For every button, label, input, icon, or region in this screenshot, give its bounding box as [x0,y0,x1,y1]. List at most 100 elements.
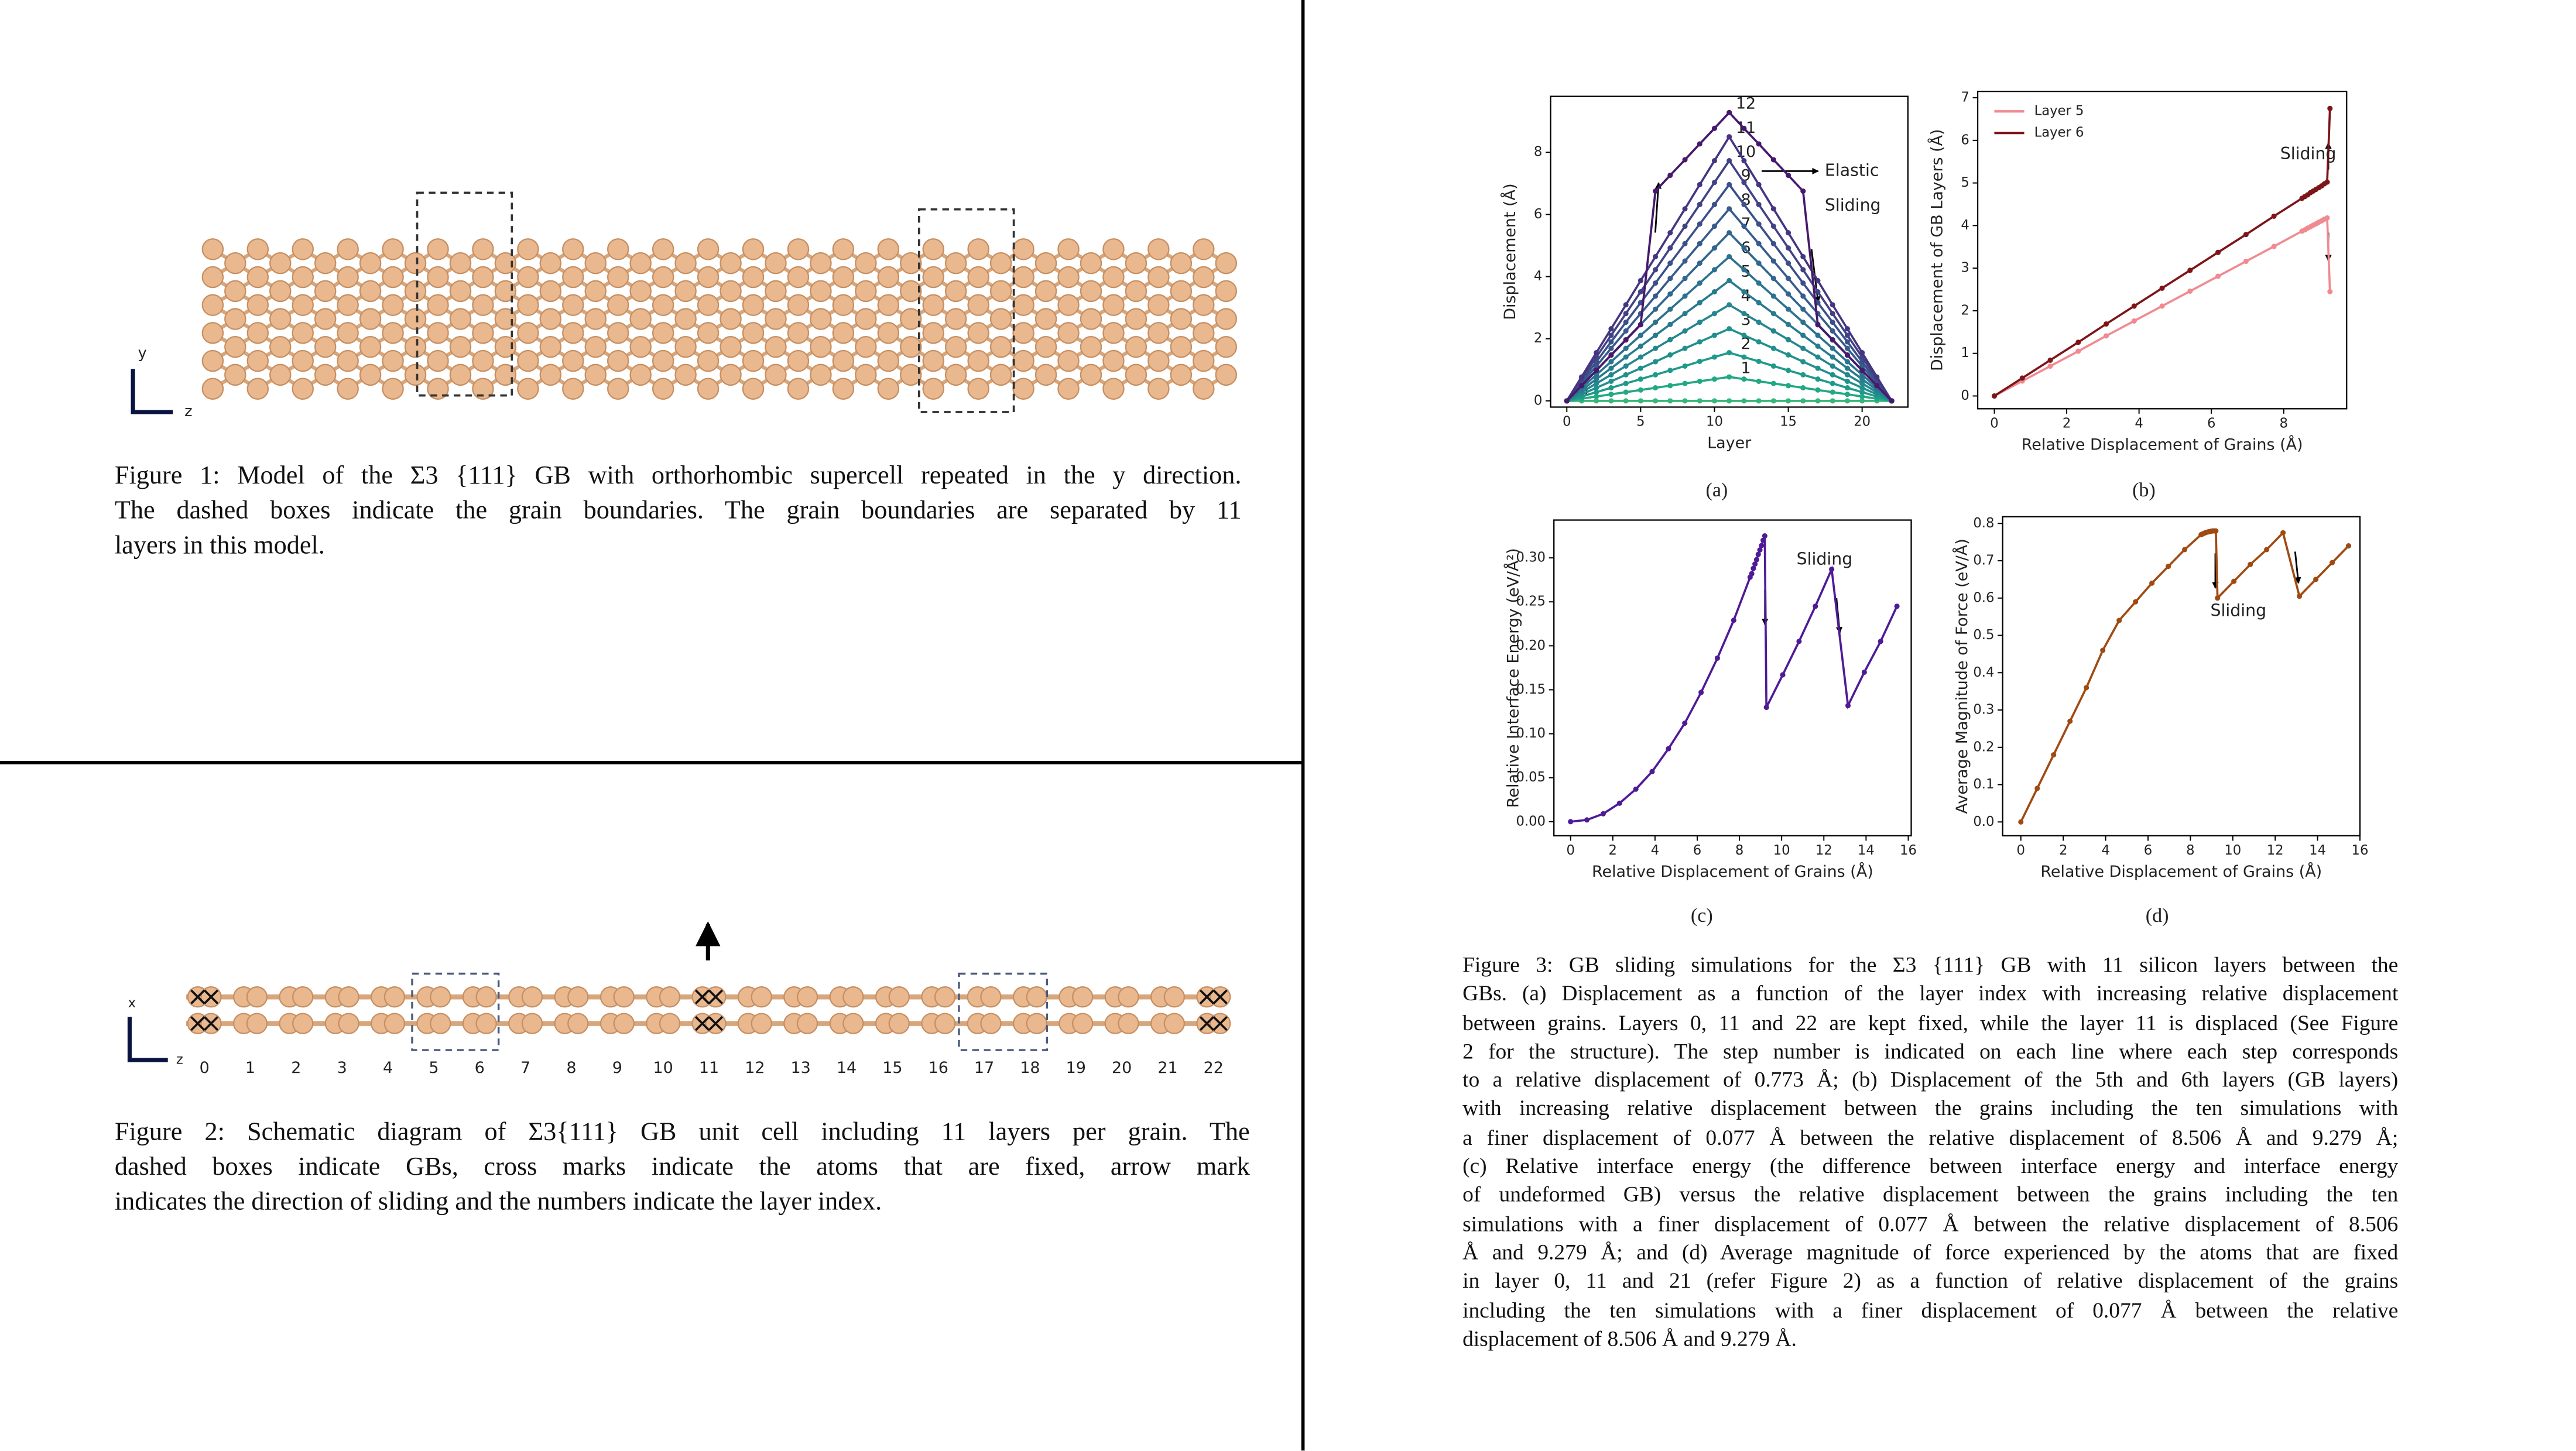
y-tick-label: 0.5 [1973,627,1994,643]
atom [1102,266,1125,289]
atom [1193,294,1215,316]
data-point [1844,392,1850,397]
atom [246,322,269,344]
atom [697,378,720,400]
atom [877,266,900,289]
data-point [1682,380,1688,386]
atom [382,349,404,372]
data-point [1697,241,1703,246]
atom [980,986,1002,1008]
atom [359,252,382,275]
data-point [1800,359,1806,365]
data-point [2187,267,2193,273]
atom [613,1013,635,1034]
atom [269,280,292,303]
x-tick-label: 15 [1780,414,1797,430]
atom [900,280,922,303]
y-tick-label: 2 [1961,303,1969,318]
atom [765,280,787,303]
atom [562,322,584,344]
data-point [1711,223,1717,229]
atom [922,322,944,344]
data-point [1578,374,1585,380]
atom [967,266,989,289]
data-point [1844,352,1850,358]
data-point [1623,345,1629,351]
data-point [1711,398,1717,404]
atom [472,322,494,344]
data-point [1697,300,1703,306]
lattice [201,238,1237,400]
data-point [1786,276,1791,282]
annotation: Sliding [1825,195,1881,215]
data-point [2271,213,2277,219]
layer-label: 18 [1020,1059,1040,1077]
axes-frame [1553,519,1912,837]
atom [224,252,246,275]
data-point [1800,254,1806,260]
atom [292,238,314,260]
data-point [1667,306,1673,312]
atom [765,363,787,386]
x-tick-label: 2 [2063,416,2071,431]
atom [810,335,832,358]
atom [382,294,404,316]
atom [1147,378,1170,400]
data-point [1844,378,1850,384]
data-point [1815,387,1821,393]
x-tick-label: 5 [1636,414,1645,430]
atom [1102,349,1125,372]
data-point [1741,354,1747,360]
atom [877,238,900,260]
layer-label: 8 [566,1059,576,1077]
data-point [2215,249,2221,255]
data-point [1830,328,1835,334]
atom [720,363,742,386]
data-point [2187,288,2193,294]
layer-label: 0 [200,1059,210,1077]
caption-line: GBs. (a) Displacement as a function of t… [1462,980,2399,1006]
data-point [1697,378,1703,384]
data-point [1714,655,1721,661]
atom [1102,294,1125,316]
atom [449,252,472,275]
data-point [1727,134,1732,140]
atom [674,308,697,330]
x-tick-label: 16 [2352,843,2369,858]
atom [1215,252,1237,275]
atom [720,252,742,275]
data-point [1667,337,1673,342]
atom [472,349,494,372]
data-point [1741,157,1747,164]
data-point [1756,141,1762,147]
data-point [1608,378,1614,384]
data-point [1608,359,1614,365]
atom [989,335,1012,358]
atom [1193,266,1215,289]
data-point [1800,267,1806,273]
atom [1034,363,1057,386]
atom [494,280,517,303]
data-point [2051,752,2057,758]
data-point [1770,311,1776,317]
data-point [2215,273,2221,279]
data-point [1711,311,1717,317]
x-tick-label: 6 [1693,843,1701,858]
data-point [1697,181,1703,187]
caption-line: 2 for the structure). The step number is… [1462,1038,2399,1064]
data-point [1815,277,1821,283]
atom [359,363,382,386]
data-point [1770,258,1776,264]
caption-line: including the ten simulations with a fin… [1462,1296,2399,1322]
figure-caption: Figure 1: Model of the Σ3 {111} GB with … [115,458,1242,563]
data-point [1844,339,1850,345]
data-point [1667,383,1673,389]
data-point [2149,580,2155,586]
caption-line: dashed boxes indicate GBs, cross marks i… [114,1153,1250,1182]
data-point [1800,320,1806,325]
data-point [1623,372,1629,378]
x-tick-label: 14 [2309,843,2326,858]
data-point [1756,339,1762,345]
atom [742,294,765,316]
data-point [1844,365,1850,371]
